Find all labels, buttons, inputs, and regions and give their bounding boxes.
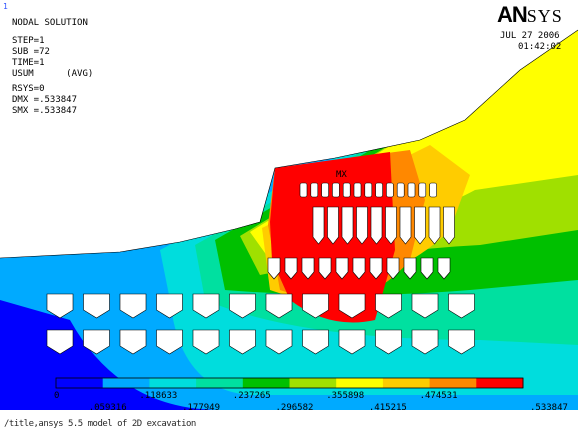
legend-tick-label: .237265 xyxy=(232,391,271,401)
cavern-opening xyxy=(46,329,74,355)
cavern-opening xyxy=(418,182,427,198)
legend-swatch xyxy=(289,378,337,388)
cavern-opening xyxy=(302,293,329,319)
legend-tick-label: .177949 xyxy=(182,403,221,413)
cavern-opening xyxy=(448,329,475,355)
legend-frame xyxy=(55,377,524,389)
cavern-opening xyxy=(301,257,315,280)
legend-swatch xyxy=(429,378,477,388)
cavern-opening xyxy=(156,329,183,355)
time-of-day-label: 01:42:02 xyxy=(518,42,562,52)
cavern-opening xyxy=(119,329,147,355)
cavern-opening xyxy=(338,329,366,355)
cavern-opening xyxy=(428,206,441,245)
date-label: JUL 27 2006 xyxy=(500,31,560,41)
ansys-logo: ANSYS xyxy=(497,2,563,27)
cavern-opening xyxy=(386,182,394,198)
cavern-opening xyxy=(443,206,455,245)
cavern-opening xyxy=(385,206,397,245)
cavern-opening xyxy=(156,293,183,319)
legend-tick-label: .355898 xyxy=(326,391,365,401)
cavern-opening xyxy=(375,182,383,198)
cavern-opening xyxy=(352,257,366,280)
legend-tick-label: .059316 xyxy=(88,403,127,413)
cavern-opening xyxy=(370,206,383,245)
legend-tick-label: .296582 xyxy=(275,403,314,413)
cavern-opening xyxy=(399,206,412,245)
cavern-opening xyxy=(192,293,220,319)
cavern-opening xyxy=(119,293,147,319)
legend-tick-label: .533847 xyxy=(530,403,568,413)
cavern-opening xyxy=(265,293,293,319)
legend-swatch xyxy=(56,378,104,388)
cavern-opening xyxy=(46,293,74,319)
legend-swatch xyxy=(336,378,384,388)
cavern-opening xyxy=(414,206,426,245)
command-line-title: /title,ansys 5.5 model of 2D excavation xyxy=(4,419,196,429)
cavern-opening xyxy=(192,329,220,355)
cavern-opening xyxy=(364,182,373,198)
legend-tick-label: .474531 xyxy=(419,391,458,401)
cavern-opening xyxy=(265,329,293,355)
cavern-opening xyxy=(341,206,354,245)
legend-swatch xyxy=(476,378,524,388)
cavern-opening xyxy=(342,182,351,198)
cavern-opening xyxy=(321,182,329,198)
rsys-label: RSYS=0 xyxy=(12,84,45,94)
cavern-opening xyxy=(284,257,298,280)
cavern-opening xyxy=(338,293,366,319)
plot-title: NODAL SOLUTION xyxy=(12,18,88,28)
window-number: 1 xyxy=(3,2,8,11)
cavern-opening xyxy=(327,206,339,245)
substep-label: SUB =72 xyxy=(12,47,50,57)
max-marker: MX xyxy=(336,170,347,180)
cavern-opening xyxy=(448,293,475,319)
cavern-opening xyxy=(369,257,383,280)
time-label: TIME=1 xyxy=(12,58,45,68)
result-item-label: USUM (AVG) xyxy=(12,69,94,79)
cavern-opening xyxy=(335,257,349,280)
cavern-opening xyxy=(420,257,434,280)
cavern-opening xyxy=(83,329,110,355)
cavern-opening xyxy=(310,182,319,198)
cavern-opening xyxy=(332,182,340,198)
cavern-opening xyxy=(396,182,405,198)
ground-surface-line xyxy=(0,29,579,259)
cavern-openings xyxy=(46,182,475,355)
cavern-opening xyxy=(429,182,437,198)
legend-swatch xyxy=(149,378,197,388)
cavern-opening xyxy=(229,293,256,319)
cavern-opening xyxy=(299,182,308,198)
legend-swatch xyxy=(382,378,431,388)
dmx-label: DMX =.533847 xyxy=(12,95,78,105)
cavern-opening xyxy=(411,329,439,355)
cavern-opening xyxy=(437,257,451,280)
legend-swatch xyxy=(102,378,150,388)
smx-label: SMX =.533847 xyxy=(12,106,78,116)
cavern-opening xyxy=(229,329,256,355)
cavern-opening xyxy=(312,206,325,245)
legend-swatch xyxy=(242,378,290,388)
cavern-opening xyxy=(267,257,281,280)
step-label: STEP=1 xyxy=(12,36,45,46)
cavern-opening xyxy=(403,257,417,280)
cavern-opening xyxy=(318,257,332,280)
legend-tick-label: 0 xyxy=(54,391,60,401)
legend-tick-label: .118633 xyxy=(139,391,178,401)
legend-swatch xyxy=(196,378,244,388)
cavern-opening xyxy=(407,182,416,198)
cavern-opening xyxy=(302,329,329,355)
cavern-opening xyxy=(375,329,402,355)
cavern-opening xyxy=(356,206,368,245)
cavern-opening xyxy=(83,293,110,319)
legend-tick-label: .415215 xyxy=(368,403,407,413)
cavern-opening xyxy=(375,293,402,319)
cavern-opening xyxy=(353,182,362,198)
contour-legend xyxy=(55,377,524,389)
cavern-opening xyxy=(386,257,400,280)
cavern-opening xyxy=(411,293,439,319)
